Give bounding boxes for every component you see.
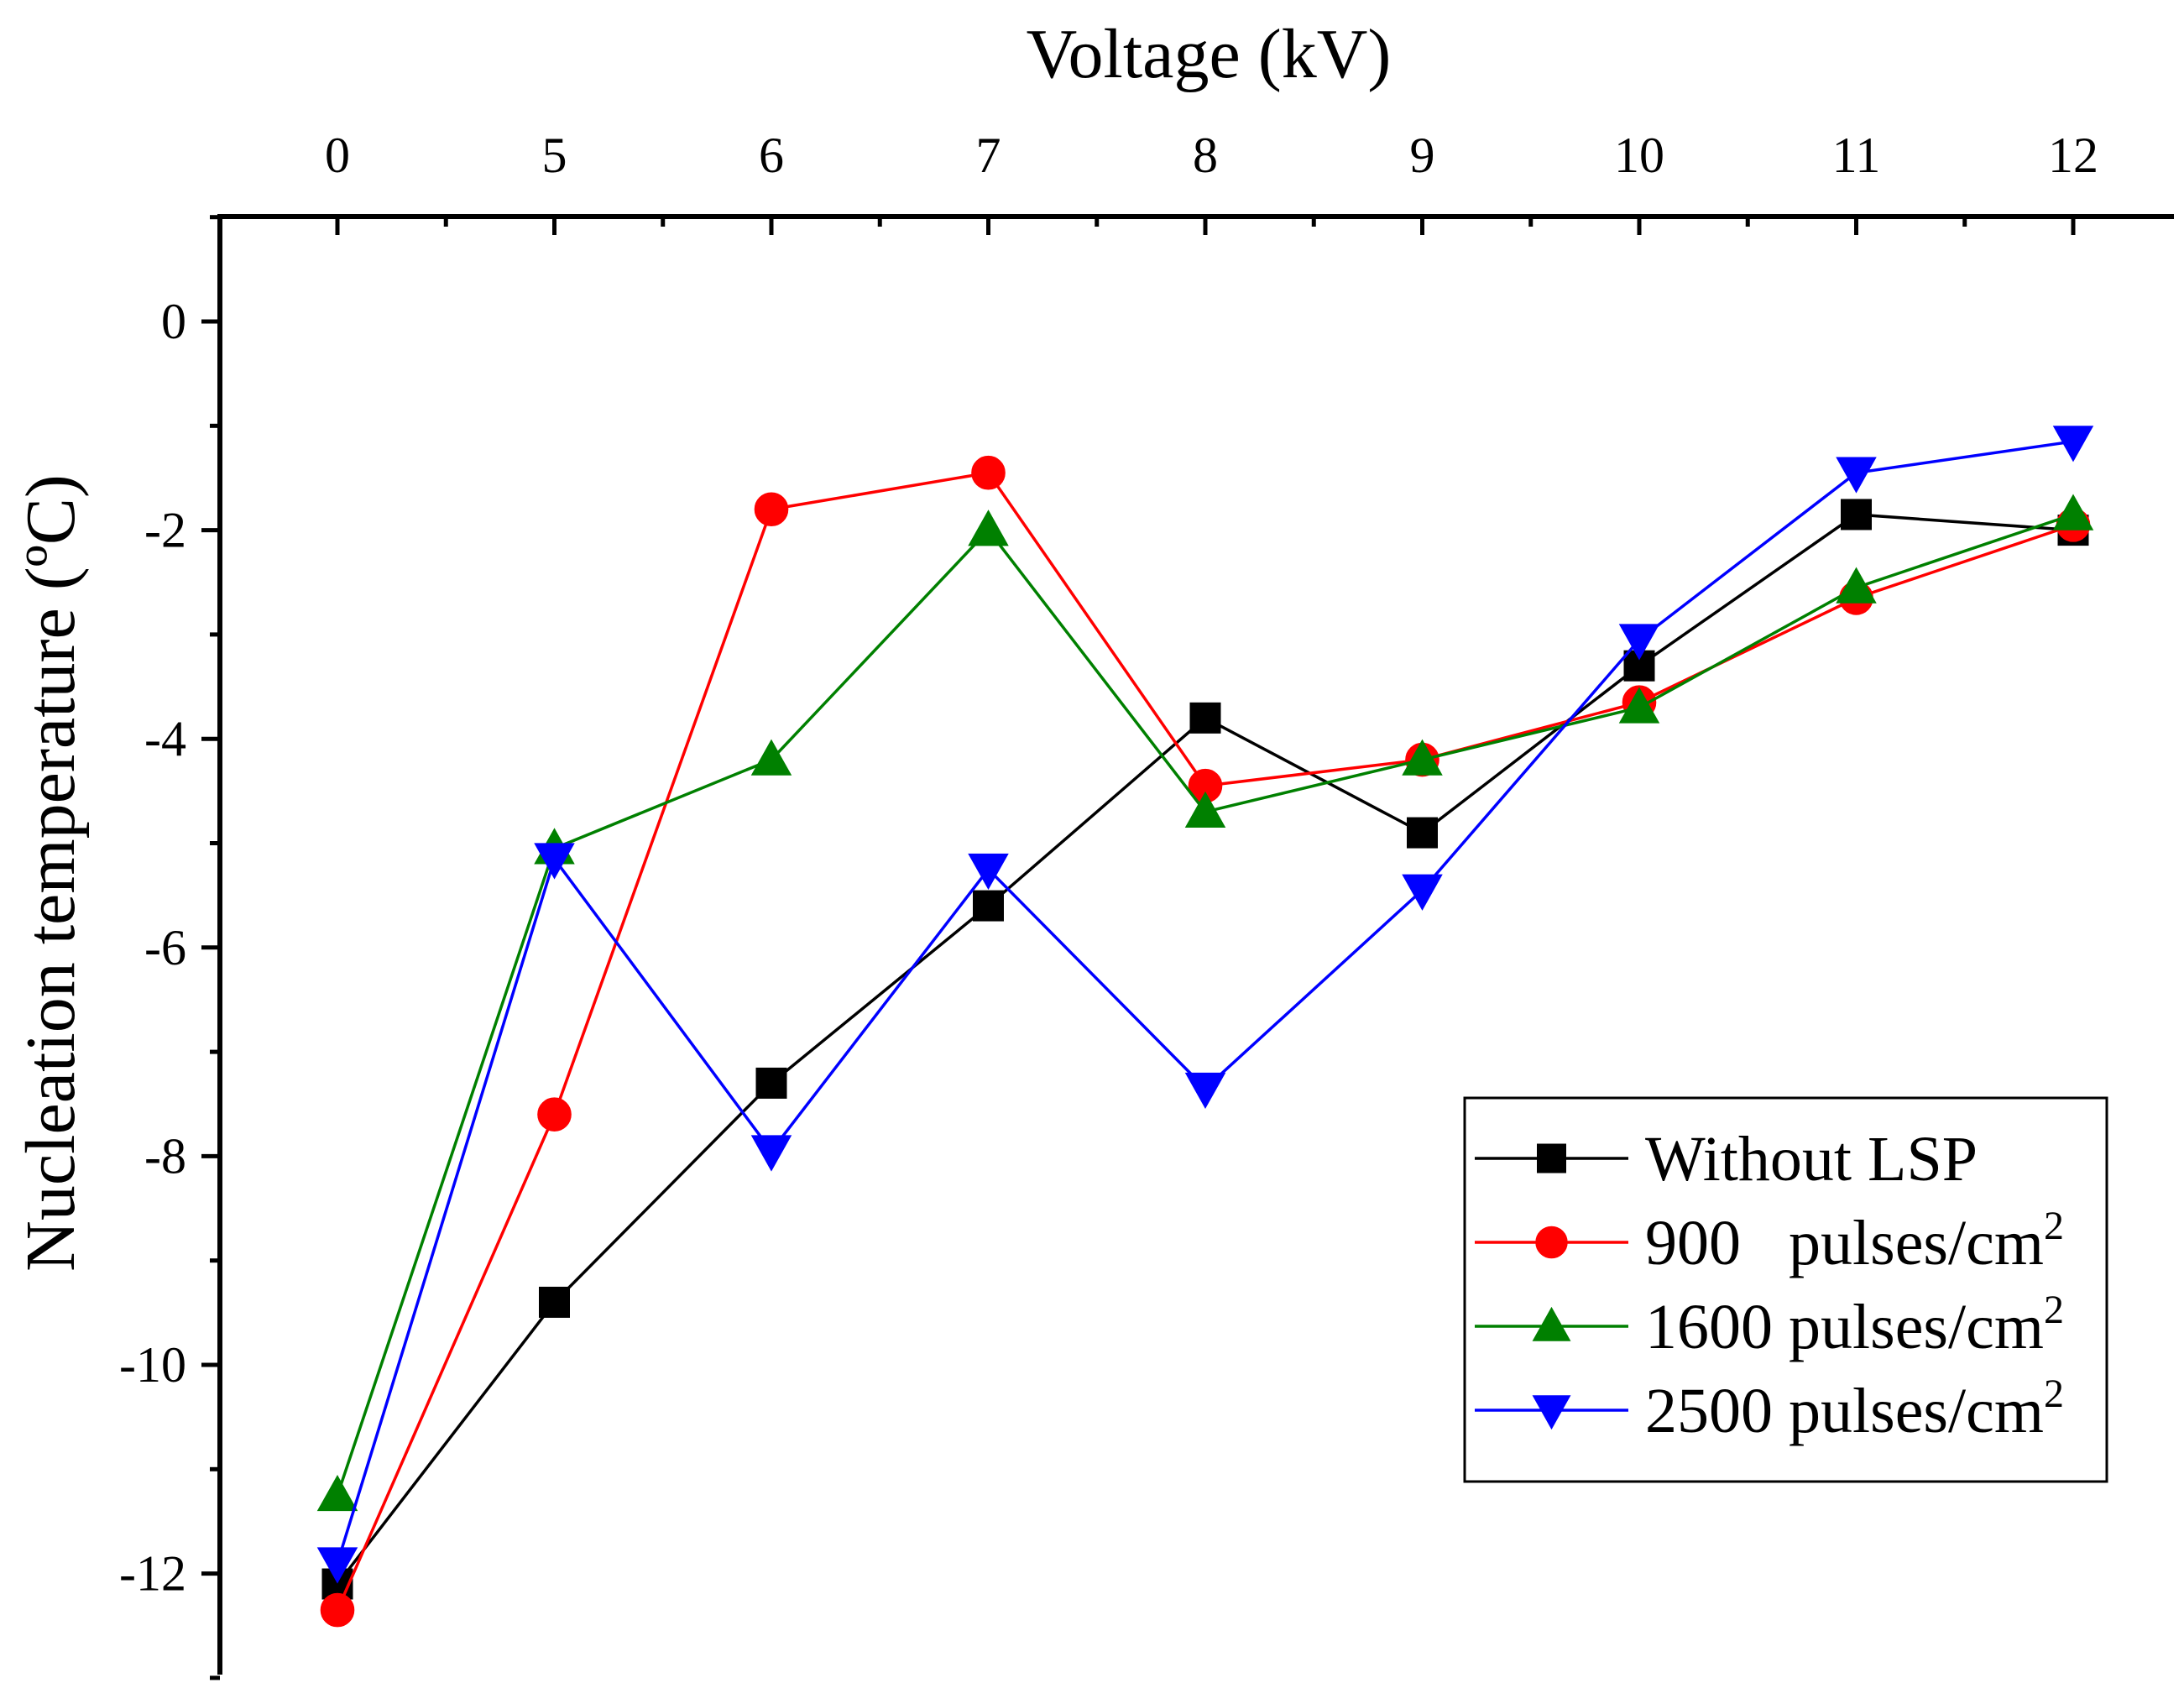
y-tick-label: -12 <box>119 1546 186 1602</box>
circle-marker <box>1535 1226 1568 1259</box>
x-tick-label: 0 <box>325 128 350 183</box>
triangle-down-marker <box>968 853 1009 890</box>
triangle-down-marker <box>750 1135 792 1172</box>
y-tick-label: -2 <box>144 503 186 558</box>
legend-items: Without LSP 900 pulses/cm2 1600 pulses/cm2… <box>1475 1124 2064 1446</box>
triangle-up-marker <box>316 1474 358 1512</box>
square-marker <box>1841 499 1872 531</box>
triangle-up-marker <box>1184 791 1226 828</box>
legend-entry: 2500 pulses/cm2 <box>1475 1372 2064 1446</box>
x-axis-title: Voltage (kV) <box>1027 15 1392 93</box>
square-marker <box>755 1067 787 1099</box>
x-tick-label: 6 <box>759 128 784 183</box>
triangle-up-marker <box>1618 687 1660 724</box>
x-tick-label: 5 <box>542 128 567 183</box>
series-3 <box>316 426 2094 1584</box>
y-tick-label: -8 <box>144 1128 186 1184</box>
legend-entry: 1600 pulses/cm2 <box>1475 1288 2064 1362</box>
y-axis-title: Nucleation temperature (ºC) <box>12 474 90 1272</box>
triangle-down-marker <box>1836 457 1877 494</box>
y-tick-label: -4 <box>144 711 186 766</box>
x-tick-label: 10 <box>1614 128 1664 183</box>
x-tick-label: 8 <box>1193 128 1218 183</box>
x-tick-label: 7 <box>976 128 1001 183</box>
x-tick-label: 11 <box>1832 128 1881 183</box>
y-tick-label: 0 <box>161 294 186 349</box>
x-tick-label: 9 <box>1410 128 1435 183</box>
triangle-down-marker <box>2052 426 2094 463</box>
legend-box <box>1463 1096 2108 1483</box>
square-marker <box>973 890 1004 922</box>
triangle-down-marker <box>534 843 575 880</box>
circle-marker <box>754 492 789 527</box>
triangle-up-marker <box>2052 494 2094 531</box>
series-layer <box>316 426 2094 1628</box>
triangle-up-marker <box>1836 567 1877 604</box>
triangle-up-marker <box>1402 739 1443 776</box>
square-marker <box>1407 817 1438 849</box>
triangle-down-marker <box>1402 874 1443 911</box>
x-axis-ticks: 0 5 6 7 8 9 10 11 12 <box>325 128 2098 235</box>
triangle-down-marker <box>1532 1395 1571 1430</box>
triangle-down-marker <box>1184 1072 1226 1110</box>
x-tick-label: 12 <box>2048 128 2098 183</box>
square-marker <box>1537 1143 1566 1173</box>
series-0 <box>321 499 2089 1600</box>
legend-label: 900 pulses/cm2 <box>1645 1204 2064 1278</box>
legend-entry: 900 pulses/cm2 <box>1475 1204 2064 1278</box>
legend: Without LSP 900 pulses/cm2 1600 pulses/cm2… <box>1463 1096 2108 1483</box>
y-axis-ticks: 0 -2 -4 -6 -8 -10 -12 <box>119 215 220 1680</box>
square-marker <box>539 1286 570 1318</box>
legend-label: 2500 pulses/cm2 <box>1645 1372 2064 1446</box>
triangle-down-marker <box>316 1547 358 1584</box>
legend-label: 1600 pulses/cm2 <box>1645 1288 2064 1362</box>
circle-marker <box>537 1097 572 1132</box>
triangle-up-marker <box>968 510 1009 546</box>
triangle-down-marker <box>1618 624 1660 661</box>
legend-label: Without LSP <box>1645 1124 1978 1194</box>
circle-marker <box>320 1592 355 1628</box>
triangle-up-marker <box>750 739 792 776</box>
triangle-up-marker <box>1532 1306 1571 1341</box>
y-tick-label: -6 <box>144 920 186 975</box>
y-tick-label: -10 <box>119 1337 186 1393</box>
circle-marker <box>971 455 1006 490</box>
legend-entry: Without LSP <box>1475 1124 1978 1194</box>
square-marker <box>1189 702 1221 734</box>
